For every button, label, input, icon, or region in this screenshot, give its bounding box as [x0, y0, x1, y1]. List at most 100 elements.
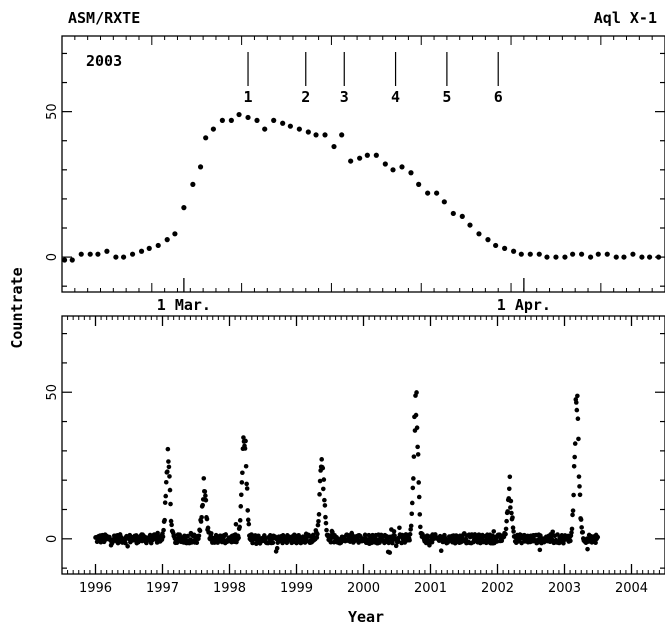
top-data-point [382, 161, 388, 167]
bottom-data-point [408, 523, 414, 529]
top-data-point [138, 248, 145, 254]
bottom-data-point [125, 543, 130, 549]
bottom-data-point [561, 540, 566, 546]
bottom-data-point [201, 476, 207, 481]
bottom-data-point [393, 543, 399, 549]
bottom-data-point [321, 486, 326, 492]
y-axis-label: Countrate [8, 267, 26, 348]
top-data-point [210, 126, 216, 132]
bottom-data-point [167, 487, 173, 493]
bottom-data-point [166, 459, 171, 464]
top-data-point [485, 237, 491, 243]
bottom-data-point [411, 454, 417, 459]
bottom-data-point [185, 533, 190, 539]
header-right: Aql X-1 [594, 9, 657, 27]
marker-label: 3 [340, 88, 349, 106]
bottom-data-point [408, 527, 413, 532]
bottom-data-point [575, 416, 581, 422]
bottom-data-point [245, 517, 251, 523]
top-data-point [476, 231, 482, 237]
bottom-data-point [238, 492, 244, 498]
bottom-data-point [242, 446, 248, 451]
bottom-data-point [572, 441, 578, 446]
bottom-ytick-label: 0 [45, 535, 60, 543]
top-data-point [120, 254, 127, 260]
bottom-data-point [168, 518, 174, 524]
top-data-point [87, 251, 93, 257]
top-data-point [228, 117, 234, 123]
top-data-point [322, 132, 328, 138]
marker-label: 2 [301, 88, 310, 106]
top-data-point [69, 257, 75, 263]
bottom-data-point [411, 476, 416, 481]
bottom-data-point [205, 525, 211, 531]
top-data-point [61, 257, 68, 263]
bottom-data-point [319, 457, 324, 462]
top-data-point [305, 129, 311, 135]
bottom-data-point [507, 474, 513, 480]
bottom-data-point [203, 493, 208, 499]
bottom-data-point [573, 400, 579, 405]
top-data-point [425, 190, 431, 196]
bottom-data-point [417, 512, 423, 517]
top-data-point [271, 117, 277, 123]
marker-label: 5 [442, 88, 451, 106]
top-data-point [630, 251, 636, 257]
bottom-data-point [270, 540, 276, 546]
bottom-data-point [194, 540, 200, 546]
bottom-data-point [237, 518, 243, 523]
marker-label: 1 [244, 88, 253, 106]
bottom-data-point [414, 390, 419, 395]
bottom-data-point [391, 529, 397, 534]
bottom-data-point [316, 518, 321, 524]
top-data-point [518, 251, 524, 257]
bottom-data-point [387, 550, 393, 555]
top-ytick-label: 50 [45, 103, 60, 120]
bottom-data-point [397, 525, 402, 531]
top-data-point [296, 126, 302, 132]
top-data-point [604, 251, 610, 257]
bottom-data-point [315, 531, 320, 537]
bottom-data-point [200, 502, 205, 508]
bottom-data-point [237, 524, 242, 530]
bottom-data-point [407, 537, 412, 543]
bottom-data-point [571, 492, 576, 498]
bottom-data-point [506, 486, 512, 492]
bottom-data-point [577, 484, 582, 489]
top-data-point [262, 126, 268, 132]
top-data-point [146, 245, 152, 251]
bottom-data-point [161, 527, 166, 533]
bottom-data-point [407, 531, 413, 537]
top-data-point [339, 132, 345, 138]
top-panel-frame [61, 35, 665, 293]
bottom-xtick-label: 1999 [280, 581, 313, 596]
top-data-point [493, 242, 499, 249]
bottom-data-point [245, 508, 251, 513]
top-data-point [553, 254, 559, 260]
top-data-point [172, 231, 178, 237]
bottom-xtick-label: 2002 [481, 581, 514, 596]
bottom-data-point [580, 529, 586, 535]
top-data-point [467, 222, 473, 228]
bottom-data-point [570, 512, 575, 518]
top-ytick-label: 0 [45, 253, 60, 261]
bottom-data-point [550, 529, 556, 535]
top-data-point [595, 251, 601, 257]
bottom-data-point [415, 444, 420, 450]
top-data-point [245, 114, 251, 121]
bottom-data-point [238, 504, 244, 509]
top-data-point [639, 254, 645, 260]
top-data-point [203, 135, 209, 141]
bottom-data-point [569, 526, 575, 532]
top-data-point [287, 123, 293, 129]
bottom-data-point [315, 522, 321, 528]
bottom-data-point [577, 492, 583, 498]
bottom-data-point [320, 465, 326, 471]
bottom-data-point [578, 517, 584, 522]
bottom-data-point [510, 525, 516, 531]
bottom-data-point [323, 514, 328, 520]
bottom-xtick-label: 2001 [414, 581, 447, 596]
top-data-point [587, 254, 594, 260]
bottom-data-point [163, 479, 169, 485]
bottom-data-point [160, 534, 166, 540]
